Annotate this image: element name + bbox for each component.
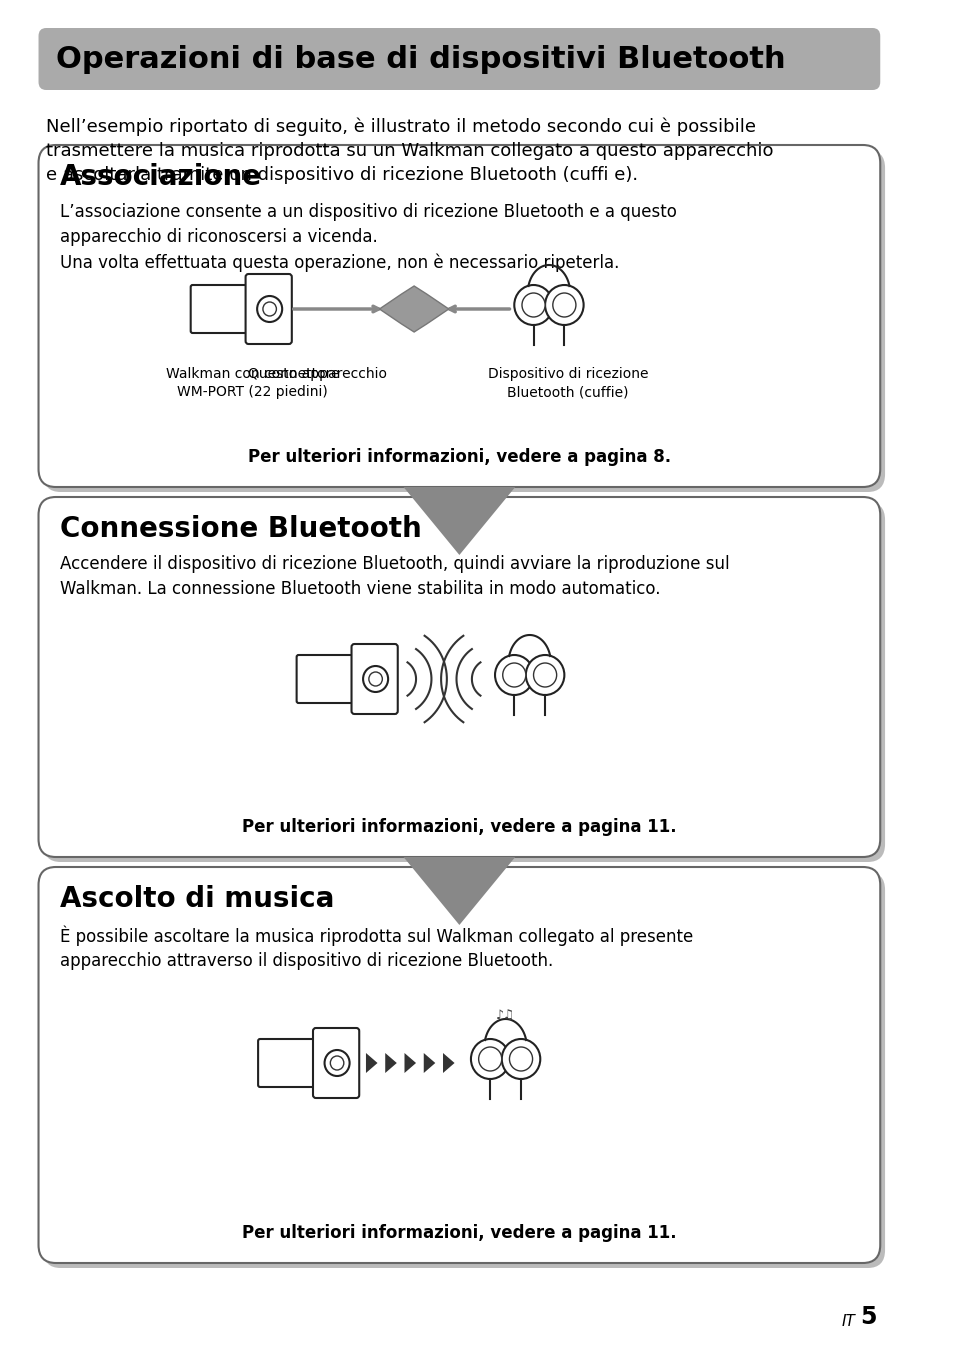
Text: L’associazione consente a un dispositivo di ricezione Bluetooth e a questo
appar: L’associazione consente a un dispositivo…: [60, 203, 676, 272]
Text: Nell’esempio riportato di seguito, è illustrato il metodo secondo cui è possibil: Nell’esempio riportato di seguito, è ill…: [46, 117, 773, 184]
Circle shape: [471, 1038, 509, 1079]
Text: Per ulteriori informazioni, vedere a pagina 8.: Per ulteriori informazioni, vedere a pag…: [248, 448, 670, 465]
Circle shape: [521, 293, 544, 317]
Text: Operazioni di base di dispositivi Bluetooth: Operazioni di base di dispositivi Blueto…: [56, 44, 784, 74]
Circle shape: [501, 1038, 539, 1079]
Polygon shape: [403, 857, 515, 925]
Text: Accendere il dispositivo di ricezione Bluetooth, quindi avviare la riproduzione : Accendere il dispositivo di ricezione Bl…: [60, 555, 729, 599]
Polygon shape: [385, 1053, 396, 1073]
Circle shape: [552, 293, 576, 317]
Text: IT: IT: [841, 1314, 854, 1329]
Circle shape: [525, 655, 564, 695]
Text: Walkman con connettore
WM-PORT (22 piedini): Walkman con connettore WM-PORT (22 piedi…: [165, 367, 338, 399]
FancyBboxPatch shape: [296, 655, 355, 703]
Polygon shape: [403, 487, 515, 555]
Circle shape: [478, 1046, 501, 1071]
Text: Connessione Bluetooth: Connessione Bluetooth: [60, 515, 421, 543]
Circle shape: [495, 655, 533, 695]
Polygon shape: [404, 1053, 416, 1073]
FancyBboxPatch shape: [38, 145, 880, 487]
FancyBboxPatch shape: [191, 285, 248, 334]
Text: 5: 5: [859, 1305, 876, 1329]
Polygon shape: [366, 1053, 377, 1073]
Text: ♪♫: ♪♫: [496, 1009, 515, 1021]
FancyBboxPatch shape: [351, 644, 397, 714]
Circle shape: [533, 663, 556, 687]
FancyBboxPatch shape: [313, 1028, 359, 1098]
Text: Per ulteriori informazioni, vedere a pagina 11.: Per ulteriori informazioni, vedere a pag…: [242, 818, 676, 837]
Text: È possibile ascoltare la musica riprodotta sul Walkman collegato al presente
app: È possibile ascoltare la musica riprodot…: [60, 925, 692, 971]
Text: Questo apparecchio: Questo apparecchio: [248, 367, 387, 381]
FancyBboxPatch shape: [258, 1038, 315, 1087]
FancyBboxPatch shape: [245, 274, 292, 344]
Polygon shape: [379, 286, 448, 332]
FancyBboxPatch shape: [38, 28, 880, 90]
Polygon shape: [423, 1053, 435, 1073]
Text: Ascolto di musica: Ascolto di musica: [60, 885, 334, 913]
FancyBboxPatch shape: [38, 868, 880, 1263]
Circle shape: [502, 663, 525, 687]
Text: Per ulteriori informazioni, vedere a pagina 11.: Per ulteriori informazioni, vedere a pag…: [242, 1224, 676, 1241]
Circle shape: [514, 285, 552, 325]
Circle shape: [363, 666, 388, 691]
FancyBboxPatch shape: [43, 872, 884, 1268]
Circle shape: [257, 296, 282, 321]
FancyBboxPatch shape: [43, 502, 884, 862]
Text: Associazione: Associazione: [60, 163, 261, 191]
Circle shape: [509, 1046, 532, 1071]
Polygon shape: [442, 1053, 454, 1073]
Circle shape: [544, 285, 583, 325]
Circle shape: [263, 303, 276, 316]
FancyBboxPatch shape: [38, 498, 880, 857]
Circle shape: [330, 1056, 343, 1071]
Circle shape: [324, 1050, 349, 1076]
FancyBboxPatch shape: [43, 151, 884, 492]
Text: Dispositivo di ricezione
Bluetooth (cuffie): Dispositivo di ricezione Bluetooth (cuff…: [487, 367, 648, 399]
Circle shape: [369, 672, 382, 686]
